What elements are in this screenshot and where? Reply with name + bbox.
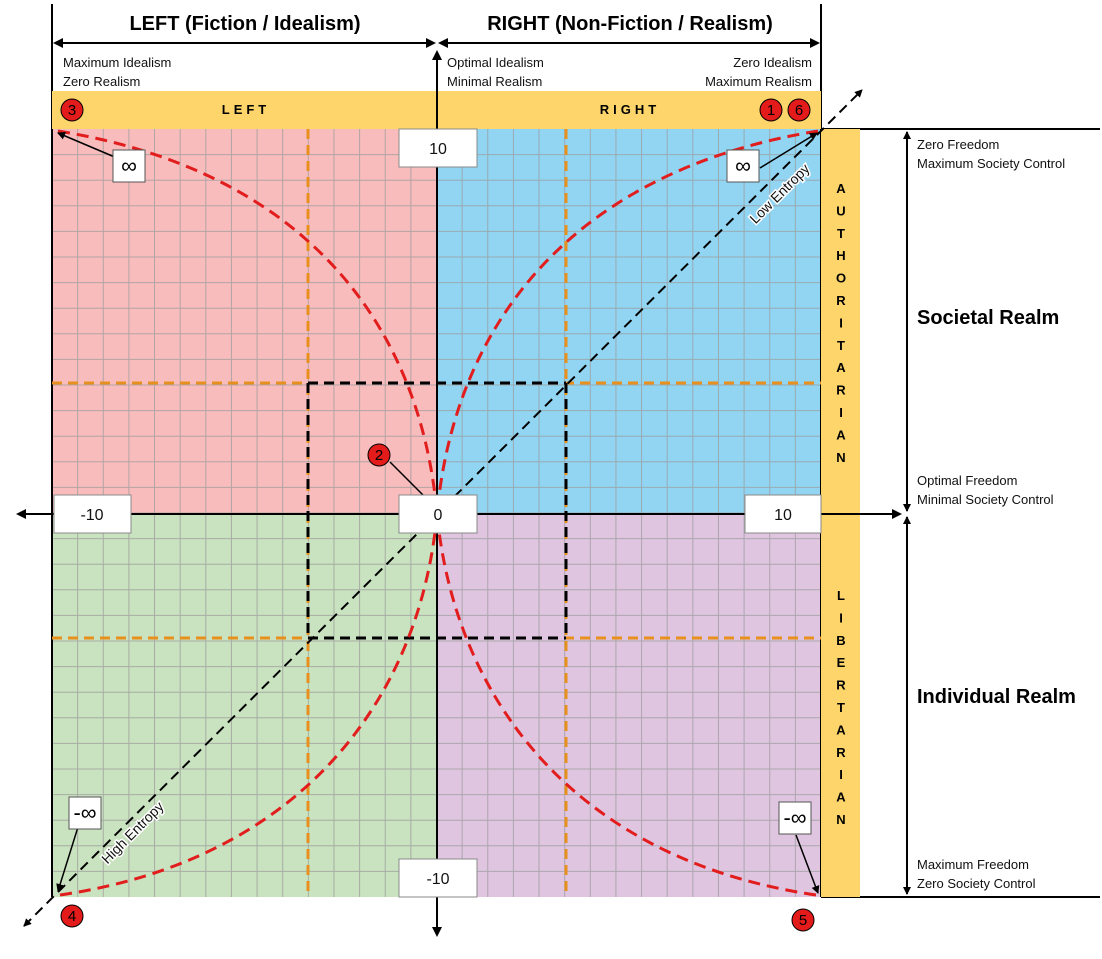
marker-1-circle bbox=[759, 98, 783, 122]
authoritarian-letter: T bbox=[837, 226, 845, 241]
marker-5-label: 5 bbox=[799, 912, 807, 929]
note-minimal-realism: Minimal Realism bbox=[447, 74, 542, 89]
authoritarian-letter: I bbox=[839, 315, 843, 330]
note-zero-freedom: Zero Freedom bbox=[917, 137, 999, 152]
marker-4-circle bbox=[60, 904, 84, 928]
quadrant-bottom-right bbox=[437, 514, 821, 897]
authoritarian-letter: A bbox=[836, 360, 846, 375]
authoritarian-letter: O bbox=[836, 271, 846, 286]
numbered-markers: 1 2 3 4 5 6 bbox=[60, 98, 815, 932]
authoritarian-letter: A bbox=[836, 427, 846, 442]
authoritarian-letter: A bbox=[836, 181, 846, 196]
axis-label-boxes bbox=[53, 128, 822, 898]
entropy-diagonal bbox=[23, 89, 863, 927]
axis-label-left: -10 bbox=[80, 507, 103, 524]
note-zero-society-control: Zero Society Control bbox=[917, 876, 1036, 891]
infinity-top-right-icon: ∞ bbox=[735, 153, 751, 178]
libertarian-letter: A bbox=[836, 790, 846, 805]
band-right-label: RIGHT bbox=[600, 102, 660, 117]
leader-arrows bbox=[56, 132, 820, 894]
infinity-top-left-icon: ∞ bbox=[121, 153, 137, 178]
note-max-idealism: Maximum Idealism bbox=[63, 55, 171, 70]
note-zero-realism: Zero Realism bbox=[63, 74, 140, 89]
marker-3-label: 3 bbox=[68, 102, 76, 119]
axis-label-top: 10 bbox=[429, 141, 447, 158]
authoritarian-letter: R bbox=[836, 293, 846, 308]
neg-infinity-bottom-left-icon: -∞ bbox=[73, 800, 96, 825]
libertarian-letter: R bbox=[836, 745, 846, 760]
libertarian-letter: I bbox=[839, 767, 843, 782]
marker-2-label: 2 bbox=[375, 447, 383, 464]
authoritarian-letter: T bbox=[837, 338, 845, 353]
marker-2-circle bbox=[367, 443, 391, 467]
authoritarian-letter: H bbox=[836, 248, 845, 263]
societal-realm-label: Societal Realm bbox=[917, 307, 1059, 329]
libertarian-letter: A bbox=[836, 722, 846, 737]
authoritarian-letter: U bbox=[836, 203, 845, 218]
libertarian-letter: T bbox=[837, 700, 845, 715]
individual-realm-label: Individual Realm bbox=[917, 686, 1076, 708]
libertarian-letter: E bbox=[837, 655, 846, 670]
marker-3-circle bbox=[60, 98, 84, 122]
libertarian-letter: I bbox=[839, 610, 843, 625]
note-zero-idealism: Zero Idealism bbox=[733, 55, 812, 70]
marker-6-circle bbox=[787, 98, 811, 122]
libertarian-letter: N bbox=[836, 812, 845, 827]
marker-4-label: 4 bbox=[68, 908, 76, 925]
note-maximum-freedom: Maximum Freedom bbox=[917, 857, 1029, 872]
libertarian-letter: R bbox=[836, 678, 846, 693]
note-minimal-society-control: Minimal Society Control bbox=[917, 492, 1054, 507]
authoritarian-letter: R bbox=[836, 383, 846, 398]
infinity-boxes bbox=[68, 149, 812, 835]
right-title: RIGHT (Non-Fiction / Realism) bbox=[487, 13, 773, 35]
authoritarian-letter: N bbox=[836, 450, 845, 465]
axis-label-bottom: -10 bbox=[426, 871, 449, 888]
marker-5-circle bbox=[791, 908, 815, 932]
note-max-society-control: Maximum Society Control bbox=[917, 156, 1065, 171]
authoritarian-letter: I bbox=[839, 405, 843, 420]
note-optimal-idealism: Optimal Idealism bbox=[447, 55, 544, 70]
band-left-label: LEFT bbox=[222, 102, 271, 117]
note-optimal-freedom: Optimal Freedom bbox=[917, 473, 1017, 488]
note-maximum-realism: Maximum Realism bbox=[705, 74, 812, 89]
marker-6-label: 6 bbox=[795, 102, 803, 119]
axis-label-right: 10 bbox=[774, 507, 792, 524]
neg-infinity-bottom-right-icon: -∞ bbox=[783, 805, 806, 830]
axis-label-origin: 0 bbox=[434, 507, 443, 524]
libertarian-letter: L bbox=[837, 588, 845, 603]
libertarian-letter: B bbox=[836, 633, 845, 648]
marker-1-label: 1 bbox=[767, 102, 775, 119]
left-title: LEFT (Fiction / Idealism) bbox=[129, 13, 360, 35]
